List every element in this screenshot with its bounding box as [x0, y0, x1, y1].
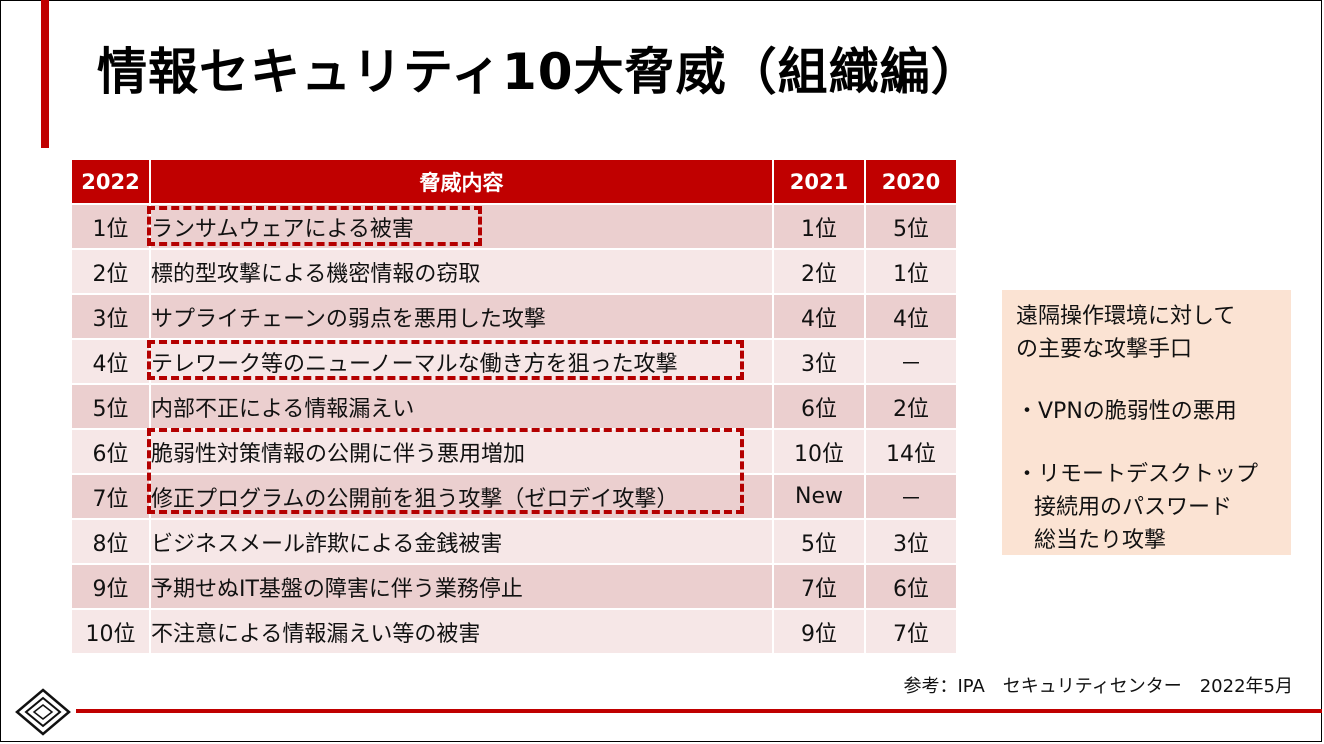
rank-2021: 9位 — [772, 608, 866, 655]
header-threat-content: 脅威内容 — [149, 158, 774, 205]
header-2020: 2020 — [864, 158, 958, 205]
rank-2020: 4位 — [864, 293, 958, 340]
table-row: 3位 サプライチェーンの弱点を悪用した攻撃 4位 4位 — [70, 293, 958, 340]
table-row: 10位 不注意による情報漏えい等の被害 9位 7位 — [70, 608, 958, 655]
table-row: 8位 ビジネスメール詐欺による金銭被害 5位 3位 — [70, 518, 958, 565]
note-bullet-remote-desktop-line3: 総当たり攻撃 — [1034, 528, 1167, 553]
note-bullet-remote-desktop: ・リモートデスクトップ — [1016, 462, 1259, 487]
threat-content: 標的型攻撃による機密情報の窃取 — [149, 248, 774, 295]
rank-2020: 14位 — [864, 428, 958, 475]
header-2021: 2021 — [772, 158, 866, 205]
rank-2021: 1位 — [772, 203, 866, 250]
remote-attack-note: 遠隔操作環境に対して の主要な攻撃手口 ・VPNの脆弱性の悪用 ・リモートデスク… — [1002, 290, 1291, 555]
threat-content: 予期せぬIT基盤の障害に伴う業務停止 — [149, 563, 774, 610]
rank-2020: 6位 — [864, 563, 958, 610]
rank-2022: 8位 — [70, 518, 151, 565]
rank-2020: 7位 — [864, 608, 958, 655]
rank-2020: － — [864, 338, 958, 385]
rank-2021: 2位 — [772, 248, 866, 295]
table-row: 2位 標的型攻撃による機密情報の窃取 2位 1位 — [70, 248, 958, 295]
rank-2022: 2位 — [70, 248, 151, 295]
threat-content: 脆弱性対策情報の公開に伴う悪用増加 — [149, 428, 774, 475]
diamond-logo-icon — [15, 688, 71, 736]
rank-2021: 6位 — [772, 383, 866, 430]
threat-content: 不注意による情報漏えい等の被害 — [149, 608, 774, 655]
rank-2021: 5位 — [772, 518, 866, 565]
rank-2022: 7位 — [70, 473, 151, 520]
rank-2022: 9位 — [70, 563, 151, 610]
rank-2021: 7位 — [772, 563, 866, 610]
header-2022: 2022 — [70, 158, 151, 205]
highlight-box-ransomware — [147, 206, 482, 246]
rank-2022: 4位 — [70, 338, 151, 385]
rank-2020: 3位 — [864, 518, 958, 565]
threat-content: ビジネスメール詐欺による金銭被害 — [149, 518, 774, 565]
note-bullet-remote-desktop-line2: 接続用のパスワード — [1034, 495, 1233, 520]
rank-2021: 10位 — [772, 428, 866, 475]
slide-title: 情報セキュリティ10大脅威（組織編） — [97, 43, 982, 101]
table-row: 5位 内部不正による情報漏えい 6位 2位 — [70, 383, 958, 430]
rank-2022: 3位 — [70, 293, 151, 340]
rank-2022: 1位 — [70, 203, 151, 250]
note-heading-line1: 遠隔操作環境に対して — [1016, 304, 1236, 329]
table-row: 9位 予期せぬIT基盤の障害に伴う業務停止 7位 6位 — [70, 563, 958, 610]
rank-2020: 5位 — [864, 203, 958, 250]
rank-2020: 2位 — [864, 383, 958, 430]
table-row: 6位 脆弱性対策情報の公開に伴う悪用増加 10位 14位 — [70, 428, 958, 475]
rank-2021: 4位 — [772, 293, 866, 340]
rank-2021: 3位 — [772, 338, 866, 385]
rank-2020: － — [864, 473, 958, 520]
threat-content: 内部不正による情報漏えい — [149, 383, 774, 430]
table-header-row: 2022 脅威内容 2021 2020 — [70, 158, 958, 205]
accent-bar — [41, 0, 49, 148]
rank-2022: 10位 — [70, 608, 151, 655]
note-heading-line2: の主要な攻撃手口 — [1016, 337, 1193, 362]
rank-2020: 1位 — [864, 248, 958, 295]
highlight-box-telework — [147, 340, 744, 380]
rank-2022: 6位 — [70, 428, 151, 475]
rank-2022: 5位 — [70, 383, 151, 430]
note-bullet-vpn: ・VPNの脆弱性の悪用 — [1016, 399, 1237, 424]
threat-content: サプライチェーンの弱点を悪用した攻撃 — [149, 293, 774, 340]
table-row: 1位 ランサムウェアによる被害 1位 5位 — [70, 203, 958, 250]
rank-2021: New — [772, 473, 866, 520]
footer-line — [76, 709, 1322, 713]
highlight-box-vulnerability — [147, 428, 744, 514]
source-citation: 参考：IPA セキュリティセンター 2022年5月 — [903, 676, 1293, 697]
